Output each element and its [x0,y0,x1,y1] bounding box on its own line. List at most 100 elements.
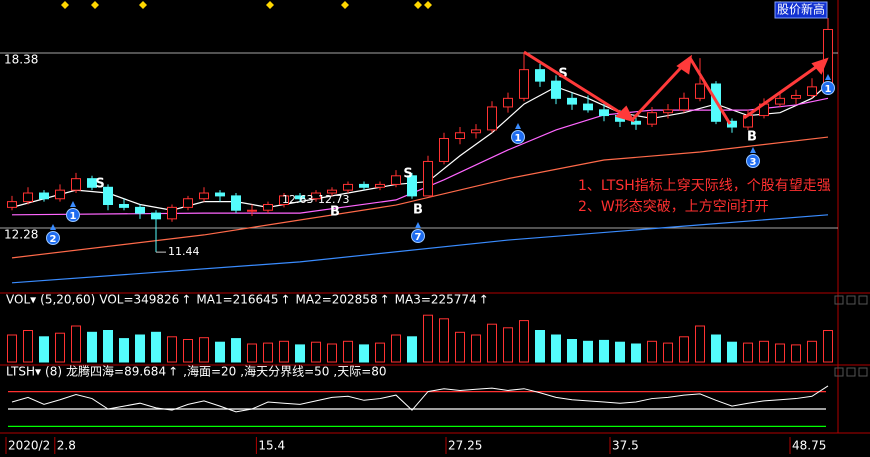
volume-bar [647,340,657,363]
candle-body [679,97,689,111]
moving-average [11,136,829,259]
candle-body [423,160,433,197]
icon[interactable] [834,295,844,305]
arrow-head [676,54,692,75]
candle-body [727,120,737,128]
candle-body [311,192,321,200]
signal: S [403,167,412,182]
candle-body [55,189,65,200]
header-arrow: ↑ [380,293,390,307]
volume-bar [519,320,529,363]
candle-body [807,86,817,96]
volume-bar [807,340,817,363]
arrow-head [615,105,635,123]
candle-body [631,120,641,125]
volume-bar [295,344,305,363]
volume-bar [199,337,209,363]
w-pattern-arrows [523,50,829,125]
volume-bar [391,334,401,363]
signal: S [558,67,567,82]
volume-bar [375,342,385,363]
volume-bar [247,343,257,363]
volume-bar [423,314,433,363]
volume-bar [311,341,321,363]
volume-bar [823,330,833,363]
candle-body [39,192,49,200]
candle-body [151,212,161,220]
candle-body [327,189,337,194]
event-marker [139,1,147,9]
x-tick-label: 48.75 [792,439,826,453]
candle-body [167,206,177,220]
header-arrow: ↑ [168,365,178,379]
panel-header: MA3=225774 [395,293,477,307]
icon[interactable] [846,367,856,377]
candle-body [503,97,513,108]
panel-header: LTSH▾ [6,365,41,379]
volume-bar [583,340,593,363]
candle-body [391,175,401,185]
moving-average [11,214,829,284]
badge [821,81,835,95]
badge [511,130,525,144]
volume-bar [87,331,97,363]
x-tick-label: 2.8 [57,439,76,453]
badge-label: 7 [415,232,422,243]
panel-header: MA1=216645 [196,293,278,307]
tag: 股价新高 [777,2,825,17]
badge [66,208,80,222]
volume-bar [151,331,161,363]
icon[interactable] [858,295,868,305]
badge-pointer [825,74,831,80]
volume-bar [7,334,17,363]
icon[interactable] [858,367,868,377]
volume-bar [39,336,49,363]
volume-bar [215,341,225,363]
header-arrow: ↑ [280,293,290,307]
icon[interactable] [846,295,856,305]
badge [411,229,425,243]
panel-header: (5,20,60) [40,293,95,307]
volume-bar [775,343,785,363]
volume-bar [663,342,673,363]
panel-header: MA2=202858 [296,293,378,307]
signal: B [413,203,423,218]
indicator-line [11,385,829,413]
candle-body [135,206,145,214]
event-marker [424,1,432,9]
volume-bar [503,327,513,363]
badge-pointer [515,123,521,129]
x-tick-label: 2020/2 [8,439,50,453]
candle-body [215,192,225,197]
candle-body [103,186,113,205]
icon[interactable] [834,367,844,377]
x-tick-label: 15.4 [258,439,285,453]
candle-body [247,209,257,212]
event-marker [61,1,69,9]
low-label: 11.44 [168,245,200,258]
event-marker [266,1,274,9]
signal: B [747,130,757,145]
candle-body [343,183,353,191]
candle-body [663,109,673,114]
header-arrow: ↑ [181,293,191,307]
volume-bar [567,339,577,363]
badge-pointer [415,222,421,228]
candle-body [695,83,705,99]
badge-label: 2 [50,234,57,245]
panel-header: ,天际=80 [333,365,386,379]
volume-bar [551,334,561,363]
volume-bar [759,340,769,363]
panel-icons [834,295,868,377]
event-marker [341,1,349,9]
volume-bar [55,332,65,363]
volume-bar [471,334,481,363]
candle-body [359,183,369,188]
volume-bar [615,341,625,363]
x-tick-label: 27.25 [448,439,482,453]
panel-header: 龙腾四海=89.684 [66,364,166,379]
volume-bar [263,342,273,363]
